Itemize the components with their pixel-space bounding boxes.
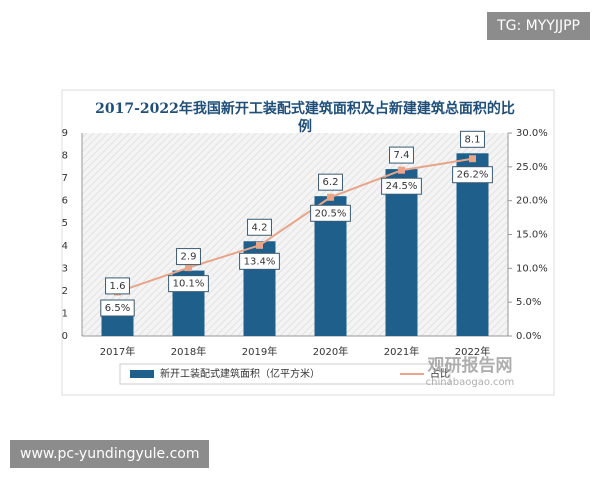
line-point — [469, 155, 476, 163]
y2-tick-label: 25.0% — [516, 162, 548, 173]
y2-tick-label: 15.0% — [516, 230, 548, 241]
percent-label: 13.4% — [244, 256, 276, 267]
line-point — [256, 241, 263, 249]
legend-swatch — [130, 370, 154, 378]
line — [117, 157, 473, 293]
y-tick-label: 3 — [62, 263, 68, 274]
percent-label-box — [452, 166, 493, 184]
legend-label: 新开工装配式建筑面积（亿平方米） — [160, 367, 320, 380]
watermark: 观研报告网 — [427, 355, 513, 376]
line-point — [398, 166, 405, 174]
x-tick-label: 2018年 — [171, 345, 206, 358]
x-tick-label: 2020年 — [313, 345, 348, 358]
bar — [456, 153, 489, 336]
chart-title: 2017-2022年我国新开工装配式建筑面积及占新建建筑总面积的比例 — [95, 101, 515, 135]
y2-tick-label: 10.0% — [516, 263, 548, 274]
percent-label-box — [381, 177, 422, 195]
y-tick-label: 0 — [62, 331, 68, 342]
bar-value-label: 8.1 — [465, 134, 481, 145]
y2-tick-label: 5.0% — [516, 297, 541, 308]
legend-frame — [119, 363, 451, 385]
line-point — [327, 193, 334, 201]
y-tick-label: 4 — [62, 241, 68, 252]
y-tick-label: 6 — [62, 196, 68, 207]
y-tick-label: 2 — [62, 286, 68, 297]
x-tick-label: 2021年 — [384, 345, 419, 358]
x-tick-label: 2019年 — [242, 345, 277, 358]
percent-label-box — [239, 252, 280, 270]
percent-label: 24.5% — [386, 181, 418, 192]
y-tick-label: 5 — [62, 218, 68, 229]
bar-value-label-box — [105, 277, 130, 295]
bottom-url: www.pc-yundingyule.com — [10, 440, 210, 468]
y-tick-label: 8 — [62, 151, 68, 162]
bar-value-label: 2.9 — [181, 252, 197, 263]
bar-value-label-box — [460, 130, 485, 148]
bar-value-label: 6.2 — [323, 177, 339, 188]
bar-value-label: 4.2 — [252, 222, 268, 233]
y-tick-label: 1 — [62, 308, 68, 319]
top-badge: TG: MYYJJPP — [487, 12, 590, 40]
percent-label-box — [100, 299, 135, 317]
x-tick-label: 2017年 — [100, 345, 135, 358]
line-point — [185, 264, 192, 272]
plot-area — [82, 133, 508, 336]
percent-label: 10.1% — [173, 279, 205, 290]
percent-label-box — [310, 204, 351, 222]
bar-value-label-box — [176, 248, 201, 266]
x-tick-label: 2022年 — [455, 345, 490, 358]
y2-tick-label: 20.0% — [516, 196, 548, 207]
percent-label: 20.5% — [315, 208, 347, 219]
percent-label: 6.5% — [105, 303, 130, 314]
bar-value-label-box — [318, 173, 343, 191]
y2-tick-label: 30.0% — [516, 128, 548, 139]
percent-label-box — [168, 275, 209, 293]
bar-value-label-box — [247, 218, 272, 236]
y-tick-label: 9 — [62, 128, 68, 139]
y-tick-label: 7 — [62, 173, 68, 184]
watermark-url: chinabaogao.com — [426, 377, 515, 388]
bar-value-label: 7.4 — [394, 150, 410, 161]
bar — [385, 169, 418, 336]
percent-label: 26.2% — [457, 170, 489, 181]
bar-value-label-box — [389, 146, 414, 164]
y2-tick-label: 0.0% — [516, 331, 541, 342]
bar-value-label: 1.6 — [110, 281, 126, 292]
legend-label: 占比 — [430, 367, 450, 380]
